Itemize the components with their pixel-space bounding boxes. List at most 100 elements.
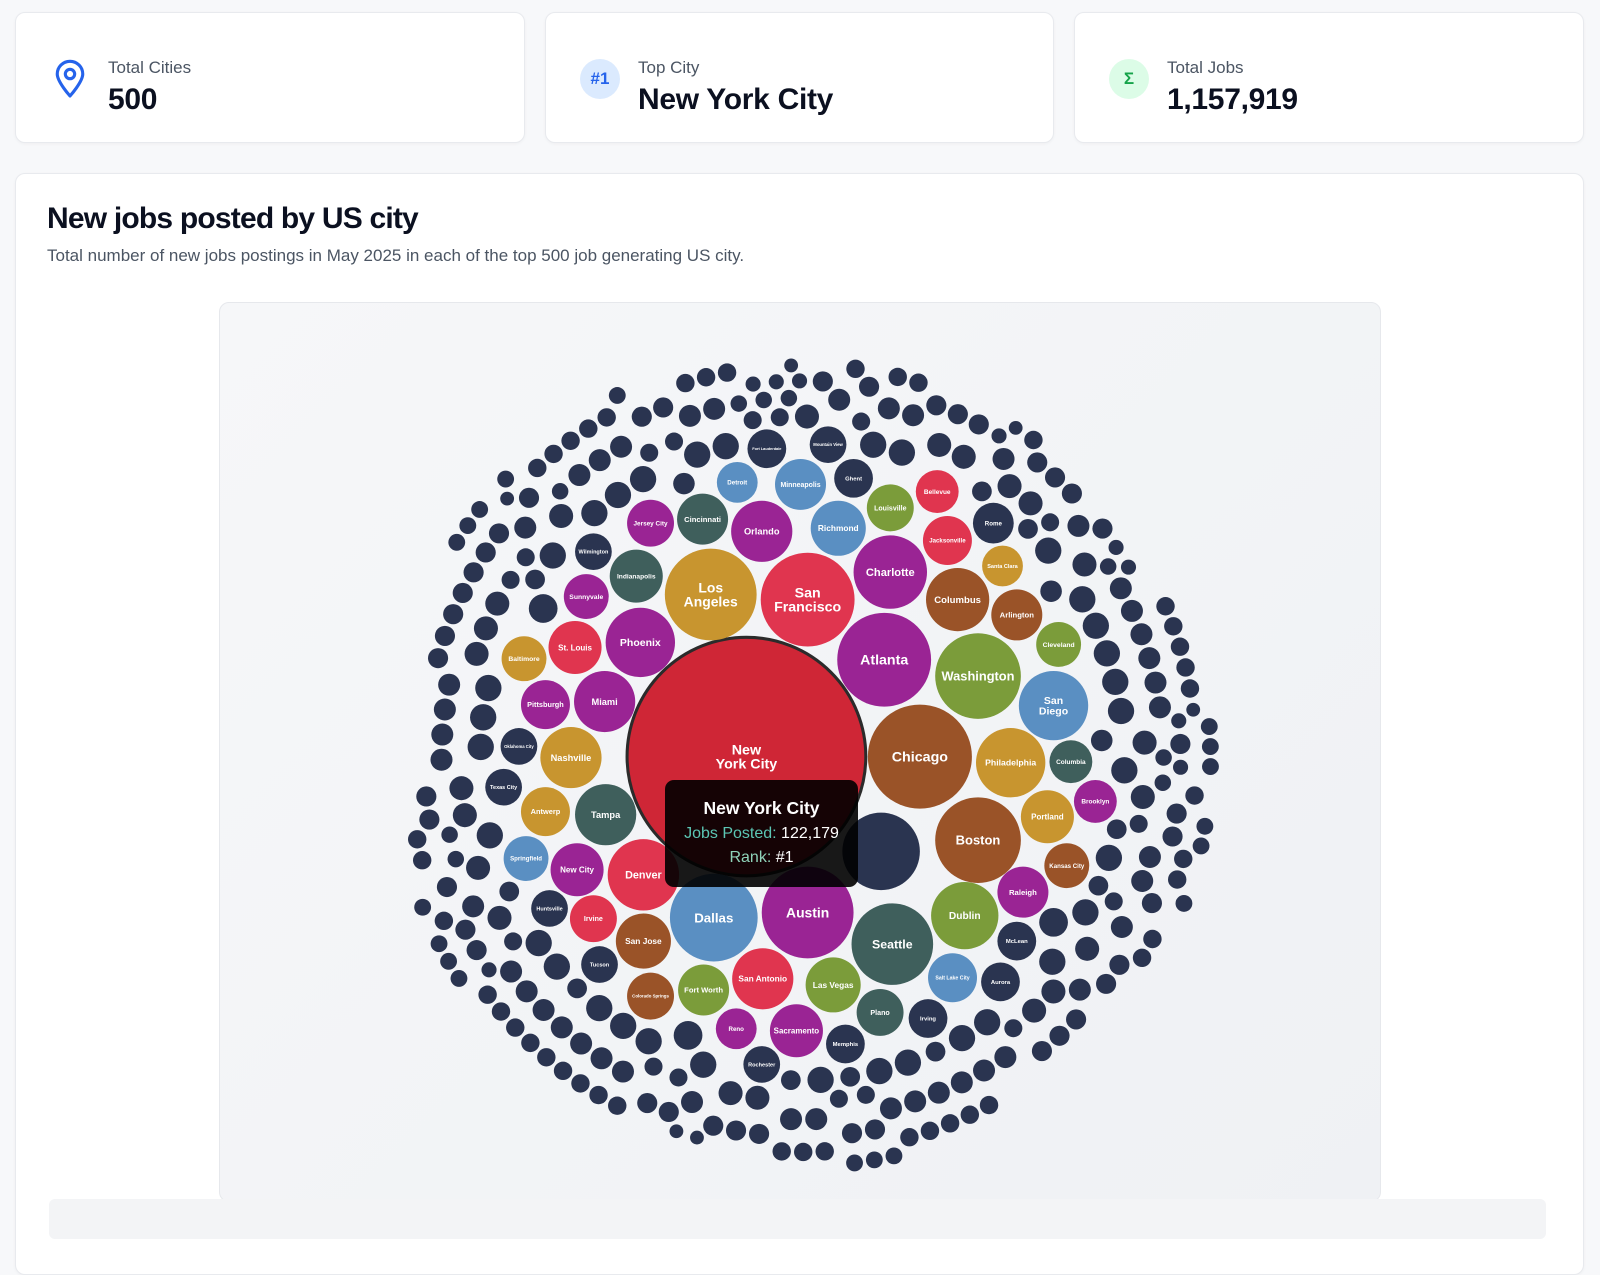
bubble-circle[interactable]	[569, 895, 617, 943]
city-bubble-sacramento[interactable]: Sacramento	[769, 1004, 823, 1058]
city-bubble-new-city[interactable]: New City	[550, 843, 604, 897]
city-bubble[interactable]	[1129, 814, 1148, 833]
city-bubble[interactable]	[570, 1032, 593, 1055]
city-bubble-fort-lauderdale[interactable]: Fort Lauderdale	[747, 429, 787, 469]
bubble-circle[interactable]	[837, 612, 932, 707]
bubble-circle[interactable]	[531, 890, 568, 927]
city-bubble[interactable]	[841, 1123, 863, 1144]
city-bubble[interactable]	[1131, 869, 1154, 892]
city-bubble[interactable]	[866, 1057, 893, 1085]
city-bubble[interactable]	[1120, 559, 1137, 575]
bubble-circle[interactable]	[627, 972, 675, 1020]
city-bubble[interactable]	[749, 1123, 770, 1144]
city-bubble[interactable]	[452, 803, 477, 828]
bubble-circle[interactable]	[834, 458, 873, 498]
city-bubble[interactable]	[992, 447, 1015, 470]
city-bubble[interactable]	[463, 562, 484, 583]
city-bubble-san-francisco[interactable]: San Francisco	[760, 552, 855, 647]
city-bubble[interactable]	[448, 533, 466, 551]
city-bubble-jacksonville[interactable]: Jacksonville	[922, 516, 972, 565]
city-bubble-huntsville[interactable]: Huntsville	[531, 890, 568, 927]
city-bubble[interactable]	[1093, 640, 1121, 667]
city-bubble[interactable]	[703, 397, 726, 420]
city-bubble[interactable]	[427, 648, 449, 669]
bubble-circle[interactable]	[867, 704, 972, 809]
city-bubble[interactable]	[947, 404, 968, 425]
bubble-circle[interactable]	[615, 913, 671, 969]
city-bubble[interactable]	[1040, 580, 1062, 602]
city-bubble[interactable]	[1035, 537, 1062, 564]
city-bubble[interactable]	[544, 444, 563, 464]
city-bubble-austin[interactable]: Austin	[761, 866, 854, 959]
city-bubble[interactable]	[532, 998, 555, 1021]
city-bubble[interactable]	[842, 812, 920, 891]
city-bubble[interactable]	[815, 1142, 834, 1161]
city-bubble[interactable]	[464, 641, 489, 666]
city-bubble[interactable]	[902, 404, 925, 427]
city-bubble[interactable]	[846, 1154, 863, 1172]
city-bubble-nashville[interactable]: Nashville	[540, 727, 602, 789]
bubble-circle[interactable]	[935, 633, 1021, 719]
city-bubble[interactable]	[1022, 998, 1047, 1023]
city-bubble[interactable]	[678, 404, 701, 427]
city-bubble[interactable]	[1031, 1040, 1053, 1062]
city-bubble[interactable]	[927, 432, 952, 457]
city-bubble[interactable]	[1106, 819, 1127, 840]
city-bubble[interactable]	[1099, 558, 1117, 575]
city-bubble[interactable]	[900, 1128, 919, 1147]
city-bubble[interactable]	[467, 733, 494, 761]
city-bubble[interactable]	[499, 881, 520, 902]
city-bubble[interactable]	[1130, 784, 1155, 809]
city-bubble-boston[interactable]: Boston	[935, 797, 1021, 883]
city-bubble[interactable]	[745, 1085, 770, 1110]
city-bubble-columbus[interactable]: Columbus	[925, 568, 990, 632]
city-bubble-raleigh[interactable]: Raleigh	[997, 866, 1049, 918]
city-bubble-baltimore[interactable]: Baltimore	[501, 636, 547, 682]
city-bubble[interactable]	[703, 1115, 724, 1136]
city-bubble-san-diego[interactable]: San Diego	[1018, 670, 1089, 741]
city-bubble-los-angeles[interactable]: Los Angeles	[664, 548, 757, 641]
city-bubble[interactable]	[412, 851, 432, 870]
city-bubble[interactable]	[604, 481, 632, 509]
city-bubble[interactable]	[543, 953, 570, 980]
city-bubble[interactable]	[1107, 697, 1135, 725]
bubble-circle[interactable]	[810, 500, 866, 556]
city-bubble-colorado-springs[interactable]: Colorado Springs	[627, 972, 675, 1020]
city-bubble[interactable]	[780, 1108, 803, 1131]
city-bubble[interactable]	[514, 516, 537, 539]
city-bubble-bellevue[interactable]: Bellevue	[915, 470, 959, 513]
bubble-circle[interactable]	[520, 680, 570, 730]
city-bubble-jersey-city[interactable]: Jersey City	[627, 499, 675, 547]
city-bubble-rochester[interactable]: Rochester	[743, 1046, 781, 1083]
city-bubble[interactable]	[1175, 894, 1193, 912]
city-bubble[interactable]	[478, 985, 497, 1004]
city-bubble-antwerp[interactable]: Antwerp	[520, 787, 570, 837]
city-bubble[interactable]	[1041, 513, 1060, 532]
city-bubble[interactable]	[684, 441, 711, 468]
city-bubble[interactable]	[1109, 577, 1132, 600]
city-bubble[interactable]	[515, 980, 538, 1003]
city-bubble[interactable]	[1088, 875, 1109, 896]
city-bubble-sunnyvale[interactable]: Sunnyvale	[563, 574, 609, 619]
city-bubble[interactable]	[1196, 817, 1214, 835]
bubble-circle[interactable]	[805, 957, 861, 1013]
city-bubble[interactable]	[743, 411, 762, 430]
city-bubble[interactable]	[888, 367, 907, 387]
bubble-circle[interactable]	[1036, 622, 1082, 667]
city-bubble[interactable]	[864, 1119, 886, 1140]
city-bubble[interactable]	[430, 935, 448, 953]
city-bubble[interactable]	[1192, 837, 1210, 855]
city-bubble[interactable]	[1166, 803, 1187, 824]
city-bubble[interactable]	[1162, 826, 1183, 847]
city-bubble-texas-city[interactable]: Texas City	[485, 768, 522, 806]
city-bubble-aurora[interactable]: Aurora	[981, 962, 1020, 1002]
city-bubble[interactable]	[539, 542, 566, 569]
city-bubble[interactable]	[673, 472, 695, 495]
city-bubble[interactable]	[568, 464, 591, 487]
bubble-circle[interactable]	[1020, 790, 1074, 844]
city-bubble-arlington[interactable]: Arlington	[991, 589, 1043, 641]
city-bubble-chicago[interactable]: Chicago	[867, 704, 972, 809]
bubble-circle[interactable]	[915, 470, 959, 513]
city-bubble[interactable]	[550, 1016, 573, 1039]
bubble-circle[interactable]	[925, 568, 990, 632]
